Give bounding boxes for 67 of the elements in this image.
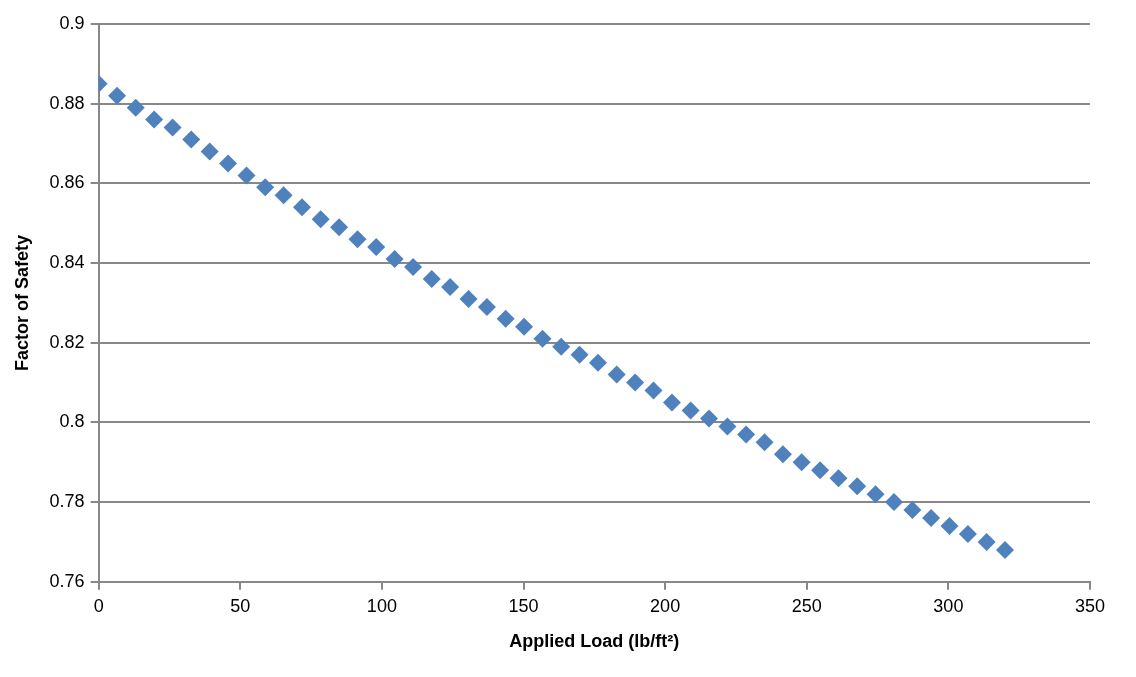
point	[404, 258, 423, 277]
x-tick-label: 150	[508, 595, 539, 616]
x-tick-label: 250	[791, 595, 822, 616]
point	[348, 230, 367, 249]
point	[237, 166, 256, 185]
point	[792, 453, 811, 472]
point	[145, 110, 164, 129]
point	[570, 345, 589, 364]
y-tick-label: 0.76	[49, 570, 85, 591]
point	[829, 469, 848, 488]
point	[700, 409, 719, 428]
point	[441, 277, 460, 296]
point	[922, 509, 941, 528]
point	[903, 501, 922, 520]
point	[662, 393, 681, 412]
point	[755, 433, 774, 452]
x-tick-label: 350	[1074, 595, 1106, 616]
point	[589, 353, 607, 372]
point	[848, 477, 867, 496]
y-tick-label: 0.86	[49, 172, 85, 193]
point	[496, 309, 515, 328]
point	[182, 130, 201, 149]
point	[126, 98, 145, 117]
x-tick-label: 0	[93, 595, 104, 616]
point	[311, 210, 330, 229]
y-tick-label: 0.88	[49, 92, 85, 113]
point	[607, 365, 626, 384]
point	[940, 517, 959, 536]
y-tick-label: 0.84	[49, 252, 85, 273]
point	[256, 178, 275, 197]
y-tick-label: 0.82	[49, 331, 85, 352]
point	[422, 269, 441, 288]
point	[293, 198, 312, 217]
y-tick-label: 0.78	[49, 491, 85, 512]
x-tick-label: 50	[230, 595, 251, 616]
y-tick-label: 0.9	[59, 12, 85, 33]
point	[108, 86, 127, 105]
point	[811, 461, 830, 480]
point	[626, 373, 645, 392]
x-tick-label: 200	[650, 595, 681, 616]
point	[996, 540, 1015, 559]
point	[958, 524, 977, 543]
x-tick-label: 100	[366, 595, 397, 616]
y-tick-label: 0.8	[59, 411, 85, 432]
point	[274, 186, 293, 205]
point	[884, 493, 903, 512]
point	[552, 337, 571, 356]
point	[330, 218, 349, 237]
x-tick-label: 300	[933, 595, 964, 616]
point	[219, 154, 238, 173]
point	[200, 142, 219, 161]
point	[681, 401, 700, 420]
point	[515, 317, 534, 336]
point	[977, 532, 996, 551]
point	[718, 417, 737, 436]
point	[367, 238, 386, 257]
point	[163, 118, 182, 137]
point	[644, 381, 663, 400]
point	[459, 289, 478, 308]
point	[385, 250, 404, 269]
point	[533, 329, 552, 348]
y-axis-title: Factor of Safety	[11, 234, 32, 371]
point	[773, 445, 792, 464]
point	[477, 297, 496, 316]
point	[737, 425, 756, 444]
x-axis-title: Applied Load (lb/ft²)	[509, 631, 680, 652]
point	[866, 485, 885, 504]
